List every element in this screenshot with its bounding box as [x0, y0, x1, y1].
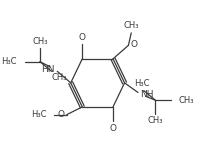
Text: O: O: [110, 124, 116, 133]
Text: CH₃: CH₃: [178, 96, 194, 105]
Text: CH₃: CH₃: [32, 37, 48, 46]
Text: H₃C: H₃C: [134, 79, 150, 88]
Text: NH: NH: [140, 90, 153, 99]
Text: O: O: [130, 40, 137, 49]
Text: CH₃: CH₃: [124, 21, 139, 30]
Text: CH₃: CH₃: [148, 116, 163, 125]
Text: HN: HN: [41, 65, 54, 74]
Text: H₃C: H₃C: [1, 57, 17, 66]
Text: O: O: [79, 33, 86, 42]
Text: H₃C: H₃C: [31, 110, 47, 119]
Text: O: O: [58, 110, 65, 119]
Text: CH₃: CH₃: [51, 73, 67, 82]
